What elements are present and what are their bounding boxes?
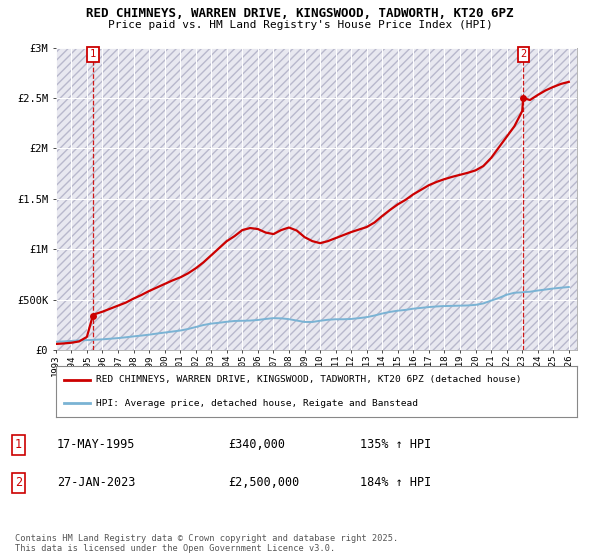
Text: 17-MAY-1995: 17-MAY-1995	[57, 438, 136, 451]
Text: Price paid vs. HM Land Registry's House Price Index (HPI): Price paid vs. HM Land Registry's House …	[107, 20, 493, 30]
Text: 184% ↑ HPI: 184% ↑ HPI	[360, 477, 431, 489]
Text: RED CHIMNEYS, WARREN DRIVE, KINGSWOOD, TADWORTH, KT20 6PZ (detached house): RED CHIMNEYS, WARREN DRIVE, KINGSWOOD, T…	[97, 375, 522, 384]
Text: HPI: Average price, detached house, Reigate and Banstead: HPI: Average price, detached house, Reig…	[97, 399, 418, 408]
Text: 2: 2	[520, 49, 526, 59]
Text: £340,000: £340,000	[228, 438, 285, 451]
Text: 135% ↑ HPI: 135% ↑ HPI	[360, 438, 431, 451]
Text: RED CHIMNEYS, WARREN DRIVE, KINGSWOOD, TADWORTH, KT20 6PZ: RED CHIMNEYS, WARREN DRIVE, KINGSWOOD, T…	[86, 7, 514, 20]
Text: 2: 2	[15, 477, 22, 489]
Text: 1: 1	[89, 49, 96, 59]
Text: 1: 1	[15, 438, 22, 451]
Text: Contains HM Land Registry data © Crown copyright and database right 2025.
This d: Contains HM Land Registry data © Crown c…	[15, 534, 398, 553]
Text: £2,500,000: £2,500,000	[228, 477, 299, 489]
Text: 27-JAN-2023: 27-JAN-2023	[57, 477, 136, 489]
